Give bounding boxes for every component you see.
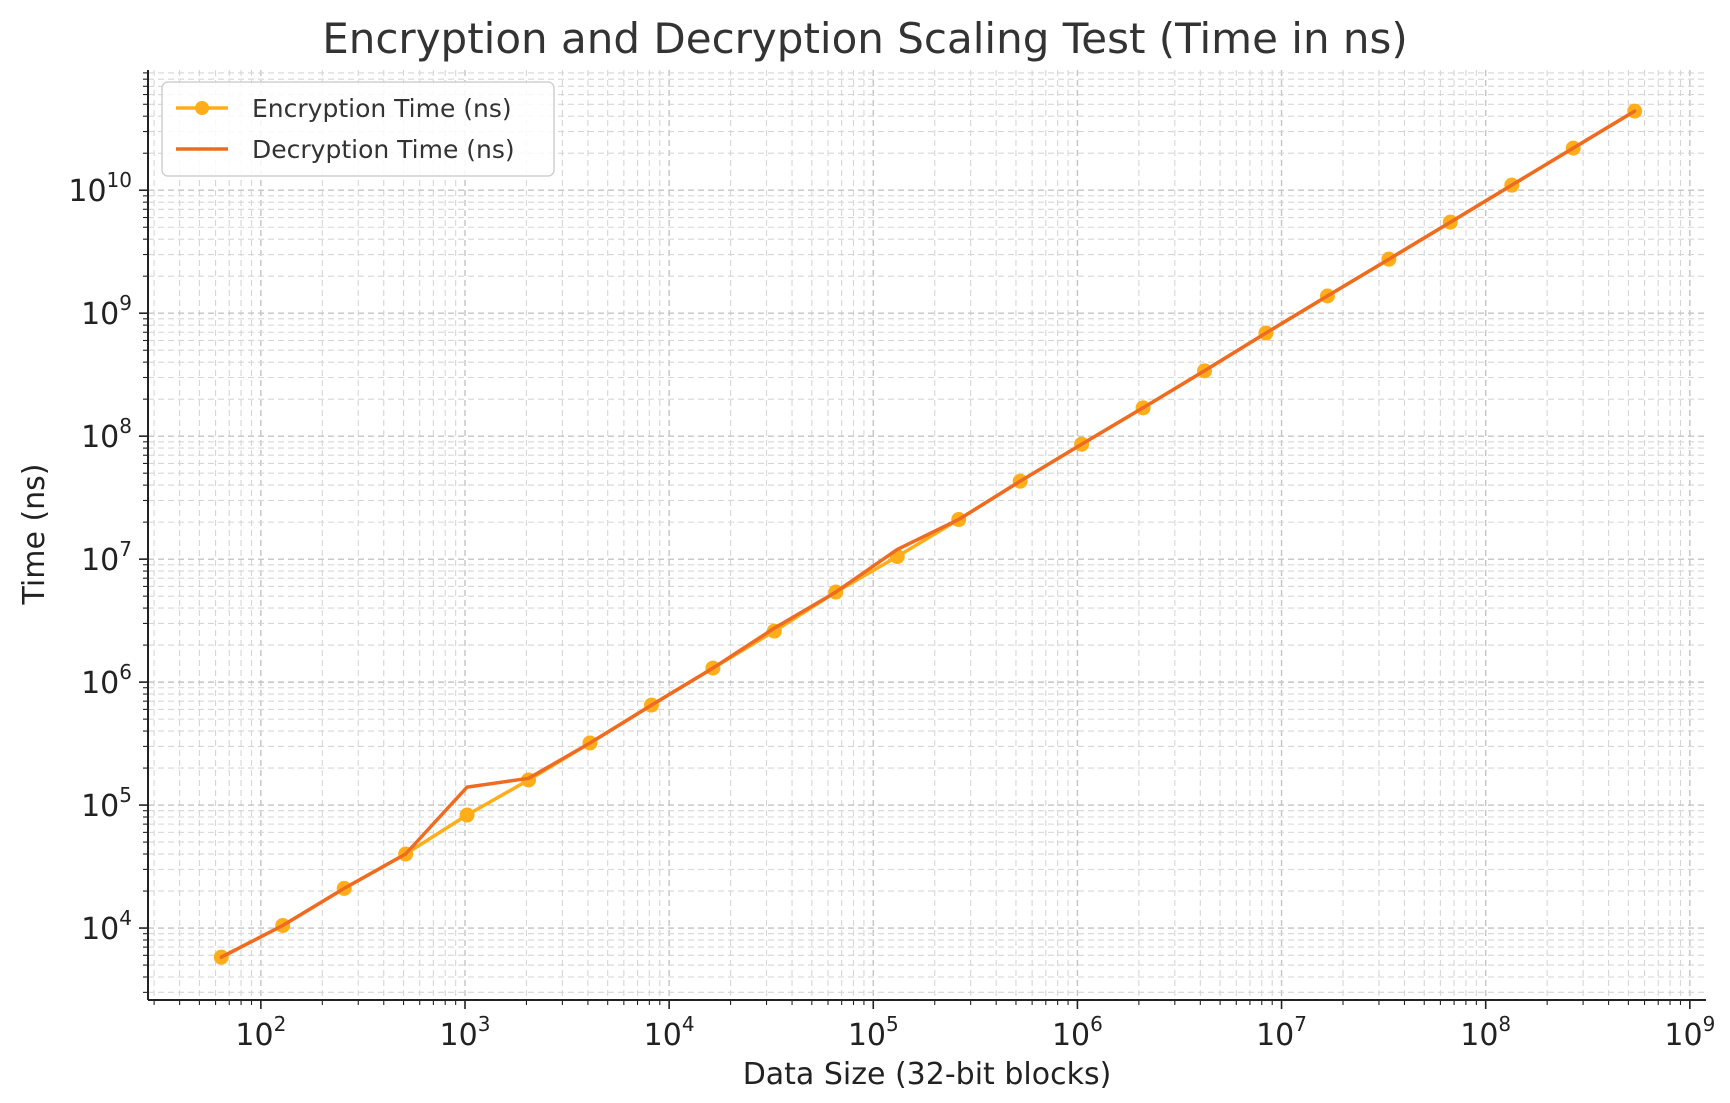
y-axis-label: Time (ns) bbox=[17, 463, 52, 605]
series-line-decryption bbox=[219, 109, 1637, 959]
tick-labels: 102 103 104 105 106 107 108 109 104 105 106 107 108 1… bbox=[68, 168, 1715, 1053]
x-tick-label: 106 bbox=[1052, 1012, 1103, 1053]
y-tick-label: 106 bbox=[81, 660, 132, 701]
chart-title: Encryption and Decryption Scaling Test (… bbox=[322, 14, 1408, 63]
x-tick-label: 105 bbox=[848, 1012, 899, 1053]
x-axis-label: Data Size (32-bit blocks) bbox=[743, 1057, 1112, 1092]
x-tick-label: 107 bbox=[1256, 1012, 1307, 1053]
x-tick-label: 108 bbox=[1460, 1012, 1511, 1053]
x-tick-label: 104 bbox=[644, 1012, 695, 1053]
y-tick-label: 105 bbox=[81, 783, 132, 824]
data-point-encryption bbox=[459, 807, 475, 823]
y-tick-label: 109 bbox=[81, 291, 132, 332]
series-layer bbox=[213, 103, 1643, 965]
x-tick-label: 103 bbox=[440, 1012, 491, 1053]
grid bbox=[148, 70, 1706, 1000]
legend-label-decryption: Decryption Time (ns) bbox=[252, 135, 515, 164]
y-tick-label: 1010 bbox=[68, 168, 132, 209]
legend-label-encryption: Encryption Time (ns) bbox=[252, 94, 512, 123]
x-tick-label: 102 bbox=[235, 1012, 286, 1053]
x-tick-label: 109 bbox=[1664, 1012, 1715, 1053]
y-tick-label: 108 bbox=[81, 414, 132, 455]
legend-box bbox=[161, 81, 555, 177]
legend-marker-encryption bbox=[195, 101, 209, 115]
y-tick-label: 107 bbox=[81, 537, 132, 578]
y-tick-label: 104 bbox=[81, 906, 132, 947]
legend: Encryption Time (ns) Decryption Time (ns… bbox=[161, 81, 555, 177]
axes bbox=[139, 70, 1706, 1009]
